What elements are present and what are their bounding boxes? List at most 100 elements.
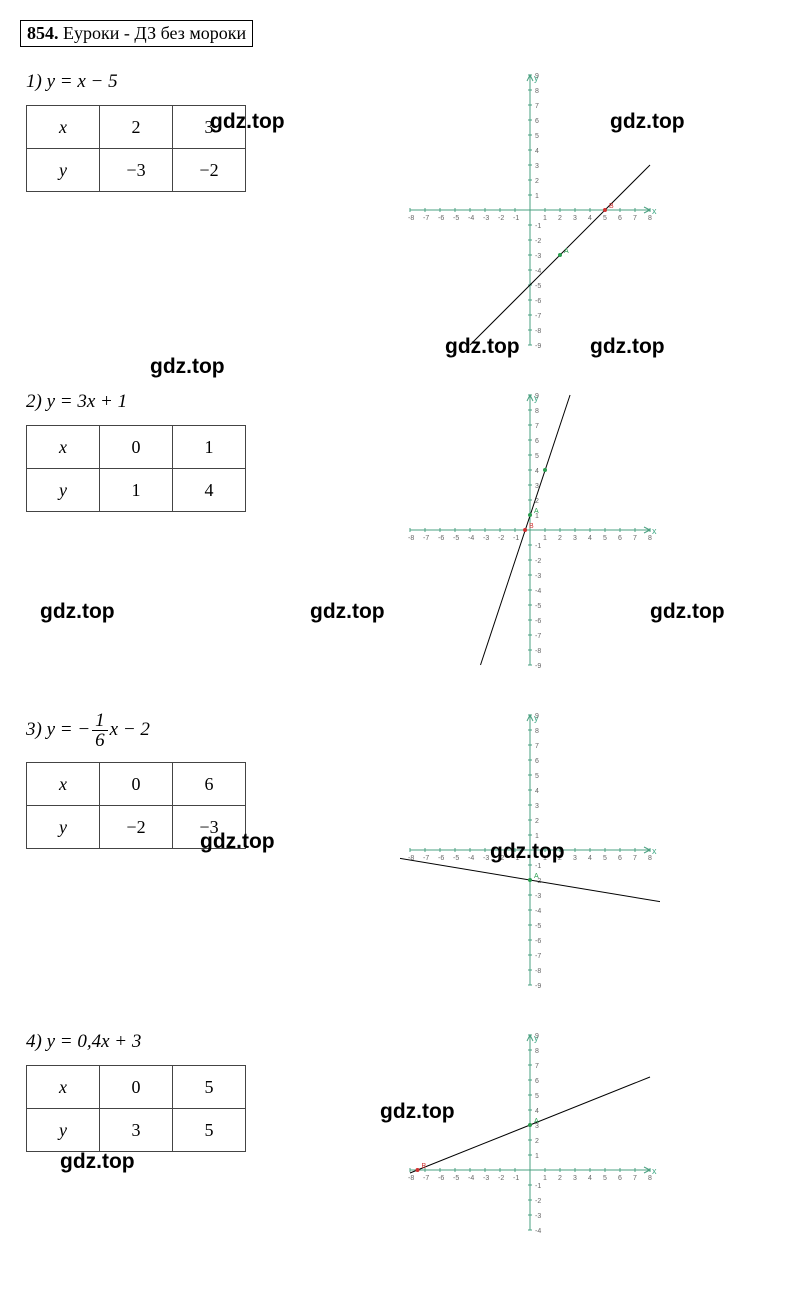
table-header-x: x — [27, 106, 100, 149]
table-cell: 0 — [100, 763, 173, 806]
svg-text:-5: -5 — [535, 923, 541, 930]
table-cell: 4 — [173, 469, 246, 512]
svg-text:8: 8 — [535, 728, 539, 735]
svg-text:4: 4 — [535, 468, 539, 475]
svg-text:-9: -9 — [535, 983, 541, 990]
svg-text:-2: -2 — [498, 535, 504, 542]
svg-text:-7: -7 — [423, 535, 429, 542]
svg-text:-6: -6 — [438, 215, 444, 222]
table-cell: 0 — [100, 1066, 173, 1109]
svg-text:x: x — [652, 206, 657, 216]
svg-text:-2: -2 — [498, 215, 504, 222]
svg-text:-6: -6 — [438, 535, 444, 542]
value-table: x 0 1 y 1 4 — [26, 425, 246, 512]
svg-text:5: 5 — [535, 133, 539, 140]
svg-text:3: 3 — [573, 1175, 577, 1182]
svg-text:6: 6 — [535, 118, 539, 125]
svg-text:-4: -4 — [535, 1228, 541, 1235]
svg-text:-5: -5 — [535, 603, 541, 610]
table-header-y: y — [27, 1109, 100, 1152]
svg-text:-6: -6 — [438, 1175, 444, 1182]
problem-number: 854. — [27, 23, 59, 43]
svg-text:4: 4 — [535, 788, 539, 795]
table-cell: 6 — [173, 763, 246, 806]
svg-text:4: 4 — [588, 215, 592, 222]
svg-text:-6: -6 — [535, 298, 541, 305]
table-cell: −3 — [173, 806, 246, 849]
table-cell: 3 — [173, 106, 246, 149]
svg-text:-1: -1 — [535, 543, 541, 550]
coordinate-chart: xy-8-7-6-5-4-3-2-112345678-9-8-7-6-5-4-3… — [400, 385, 660, 675]
svg-text:-3: -3 — [483, 215, 489, 222]
svg-text:9: 9 — [535, 713, 539, 720]
svg-text:6: 6 — [618, 215, 622, 222]
equation: 3) y = −16x − 2 — [26, 711, 400, 750]
svg-text:7: 7 — [535, 743, 539, 750]
table-cell: 5 — [173, 1066, 246, 1109]
svg-text:-7: -7 — [535, 953, 541, 960]
svg-text:-2: -2 — [535, 558, 541, 565]
problem-index: 2) — [26, 391, 42, 412]
svg-text:1: 1 — [535, 1153, 539, 1160]
problem-index: 3) — [26, 719, 42, 740]
svg-text:5: 5 — [603, 1175, 607, 1182]
svg-text:A: A — [564, 248, 569, 255]
problem-1: 1) y = x − 5 x 2 3 y −3 −2 xy-8-7-6-5-4-… — [20, 65, 774, 355]
svg-text:1: 1 — [543, 215, 547, 222]
problem-index: 4) — [26, 1031, 42, 1052]
table-header-x: x — [27, 1066, 100, 1109]
svg-text:7: 7 — [633, 535, 637, 542]
table-cell: −2 — [100, 806, 173, 849]
svg-text:-3: -3 — [535, 893, 541, 900]
svg-text:-9: -9 — [535, 663, 541, 670]
svg-text:2: 2 — [535, 178, 539, 185]
svg-text:-1: -1 — [535, 1183, 541, 1190]
svg-text:8: 8 — [648, 855, 652, 862]
svg-text:-3: -3 — [483, 535, 489, 542]
svg-text:7: 7 — [535, 1063, 539, 1070]
svg-text:-8: -8 — [535, 648, 541, 655]
table-header-y: y — [27, 149, 100, 192]
table-cell: 2 — [100, 106, 173, 149]
svg-text:1: 1 — [535, 833, 539, 840]
svg-text:-4: -4 — [468, 215, 474, 222]
svg-text:-2: -2 — [498, 1175, 504, 1182]
table-header-y: y — [27, 806, 100, 849]
svg-text:-7: -7 — [535, 633, 541, 640]
svg-text:x: x — [652, 526, 657, 536]
svg-text:-1: -1 — [513, 535, 519, 542]
table-cell: 1 — [173, 426, 246, 469]
svg-text:6: 6 — [535, 438, 539, 445]
svg-text:B: B — [529, 523, 534, 530]
svg-text:6: 6 — [618, 855, 622, 862]
header-text: Еуроки - ДЗ без мороки — [59, 23, 247, 43]
equation: 2) y = 3x + 1 — [26, 391, 400, 413]
svg-text:B: B — [422, 1163, 427, 1170]
svg-text:-4: -4 — [535, 588, 541, 595]
svg-text:-8: -8 — [535, 328, 541, 335]
svg-text:8: 8 — [535, 88, 539, 95]
svg-text:-4: -4 — [468, 855, 474, 862]
svg-text:5: 5 — [603, 855, 607, 862]
svg-text:2: 2 — [558, 1175, 562, 1182]
header-box: 854. Еуроки - ДЗ без мороки — [20, 20, 253, 47]
svg-text:-3: -3 — [535, 1213, 541, 1220]
svg-text:A: A — [534, 508, 539, 515]
svg-text:-1: -1 — [513, 855, 519, 862]
svg-text:9: 9 — [535, 393, 539, 400]
problems-container: 1) y = x − 5 x 2 3 y −3 −2 xy-8-7-6-5-4-… — [20, 65, 774, 1240]
svg-text:8: 8 — [535, 1048, 539, 1055]
svg-text:8: 8 — [648, 215, 652, 222]
svg-text:-1: -1 — [513, 215, 519, 222]
svg-text:8: 8 — [648, 1175, 652, 1182]
svg-text:2: 2 — [558, 535, 562, 542]
svg-text:-4: -4 — [535, 908, 541, 915]
coordinate-chart: xy-8-7-6-5-4-3-2-112345678-9-8-7-6-5-4-3… — [400, 705, 660, 995]
svg-text:8: 8 — [535, 408, 539, 415]
coordinate-chart: xy-8-7-6-5-4-3-2-112345678-4-3-2-1123456… — [400, 1025, 660, 1240]
table-header-x: x — [27, 763, 100, 806]
svg-text:1: 1 — [543, 535, 547, 542]
svg-text:-5: -5 — [453, 535, 459, 542]
svg-text:1: 1 — [543, 855, 547, 862]
problem-4: 4) y = 0,4x + 3 x 0 5 y 3 5 xy-8-7-6-5-4… — [20, 1025, 774, 1240]
